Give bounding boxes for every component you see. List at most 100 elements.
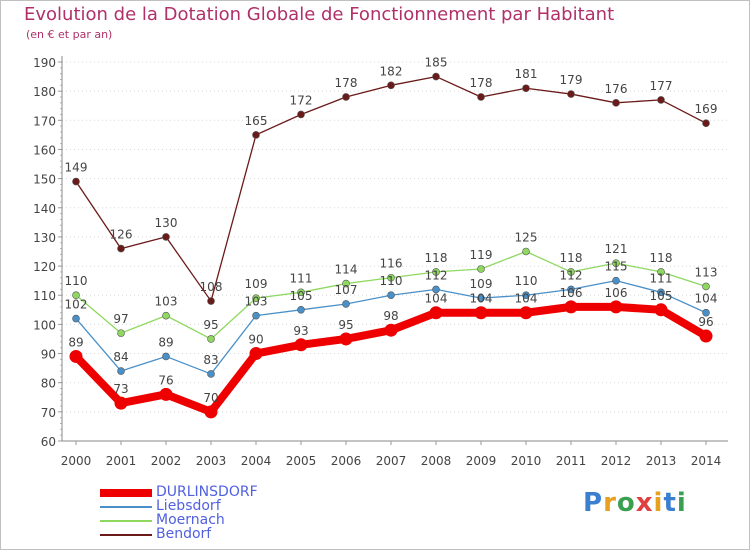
data-label: 111 [650, 271, 673, 285]
data-label: 112 [560, 268, 583, 282]
data-label: 104 [695, 292, 718, 306]
legend-swatch-bendorf [100, 534, 152, 536]
data-point [384, 323, 398, 337]
data-point [519, 306, 533, 320]
y-tick-label: 140 [33, 202, 56, 216]
data-point [297, 288, 305, 297]
data-label: 181 [515, 67, 538, 81]
data-label: 130 [155, 216, 178, 230]
y-tick-label: 70 [41, 406, 56, 420]
data-label: 169 [695, 102, 718, 116]
legend-label: DURLINSDORF [156, 484, 258, 500]
data-label: 108 [200, 280, 223, 294]
data-point [477, 93, 485, 101]
data-point [432, 72, 440, 81]
data-label: 116 [380, 257, 403, 271]
chart-subtitle: (en € et par an) [26, 28, 113, 41]
brand-letter: x [635, 488, 654, 518]
data-point [654, 303, 668, 317]
data-point [612, 259, 620, 267]
data-label: 95 [203, 318, 218, 332]
data-point [564, 300, 578, 314]
data-point [657, 96, 665, 104]
x-tick-label: 2012 [601, 454, 632, 468]
y-tick-label: 100 [33, 318, 56, 332]
data-point [612, 99, 620, 107]
y-tick-label: 120 [33, 260, 56, 274]
data-point [702, 282, 710, 291]
data-label: 103 [155, 295, 178, 309]
data-point [699, 329, 713, 343]
y-tick-label: 160 [33, 143, 56, 157]
brand-logo: Proxiti [583, 488, 687, 518]
data-label: 105 [650, 289, 673, 303]
data-label: 83 [203, 353, 218, 367]
brand-letter: i [676, 488, 687, 518]
data-point [609, 300, 623, 314]
data-point [162, 352, 170, 361]
data-point [612, 276, 620, 285]
data-label: 110 [380, 274, 403, 288]
data-point [117, 367, 125, 375]
data-point [342, 279, 350, 288]
y-tick-label: 80 [41, 377, 56, 391]
data-label: 114 [335, 263, 358, 277]
brand-letter: o [616, 488, 636, 518]
data-label: 119 [470, 248, 493, 262]
data-label: 126 [110, 228, 133, 242]
data-point [477, 265, 485, 273]
data-label: 109 [470, 277, 493, 291]
data-label: 104 [425, 292, 448, 306]
data-point [204, 405, 218, 419]
x-tick-label: 2010 [511, 454, 542, 468]
data-point [477, 294, 485, 302]
data-point [159, 387, 173, 401]
data-point [567, 285, 575, 294]
y-tick-label: 110 [33, 289, 56, 303]
legend-label: Liebsdorf [156, 498, 221, 514]
brand-letter: P [583, 488, 604, 518]
data-label: 182 [380, 64, 403, 78]
y-tick-label: 90 [41, 348, 56, 362]
y-tick-label: 60 [41, 435, 56, 449]
data-point [567, 90, 575, 98]
data-label: 176 [605, 82, 628, 96]
data-label: 76 [158, 373, 173, 387]
x-tick-label: 2008 [421, 454, 452, 468]
data-point [297, 306, 305, 314]
data-label: 113 [695, 265, 718, 279]
data-label: 107 [335, 283, 358, 297]
data-point [522, 247, 530, 256]
data-point [114, 396, 128, 410]
data-label: 97 [113, 312, 128, 326]
x-tick-label: 2007 [376, 454, 407, 468]
brand-letter: t [663, 488, 677, 518]
data-label: 165 [245, 114, 268, 128]
data-point [567, 268, 575, 276]
y-tick-label: 130 [33, 231, 56, 245]
data-label: 178 [470, 76, 493, 90]
data-point [72, 291, 80, 300]
data-label: 109 [245, 277, 268, 291]
data-label: 112 [425, 268, 448, 282]
data-point [432, 268, 440, 276]
data-label: 179 [560, 73, 583, 87]
data-label: 118 [650, 251, 673, 265]
brand-letter: i [653, 488, 664, 518]
data-label: 177 [650, 79, 673, 93]
data-label: 89 [68, 335, 83, 349]
y-tick-label: 150 [33, 173, 56, 187]
x-tick-label: 2003 [196, 454, 227, 468]
data-label: 178 [335, 76, 358, 90]
y-tick-label: 170 [33, 114, 56, 128]
data-label: 70 [203, 391, 218, 405]
data-point [342, 93, 350, 101]
x-tick-label: 2006 [331, 454, 362, 468]
data-point [387, 291, 395, 300]
data-label: 118 [425, 251, 448, 265]
data-label: 98 [383, 309, 398, 323]
data-label: 121 [605, 242, 628, 256]
data-label: 89 [158, 335, 173, 349]
